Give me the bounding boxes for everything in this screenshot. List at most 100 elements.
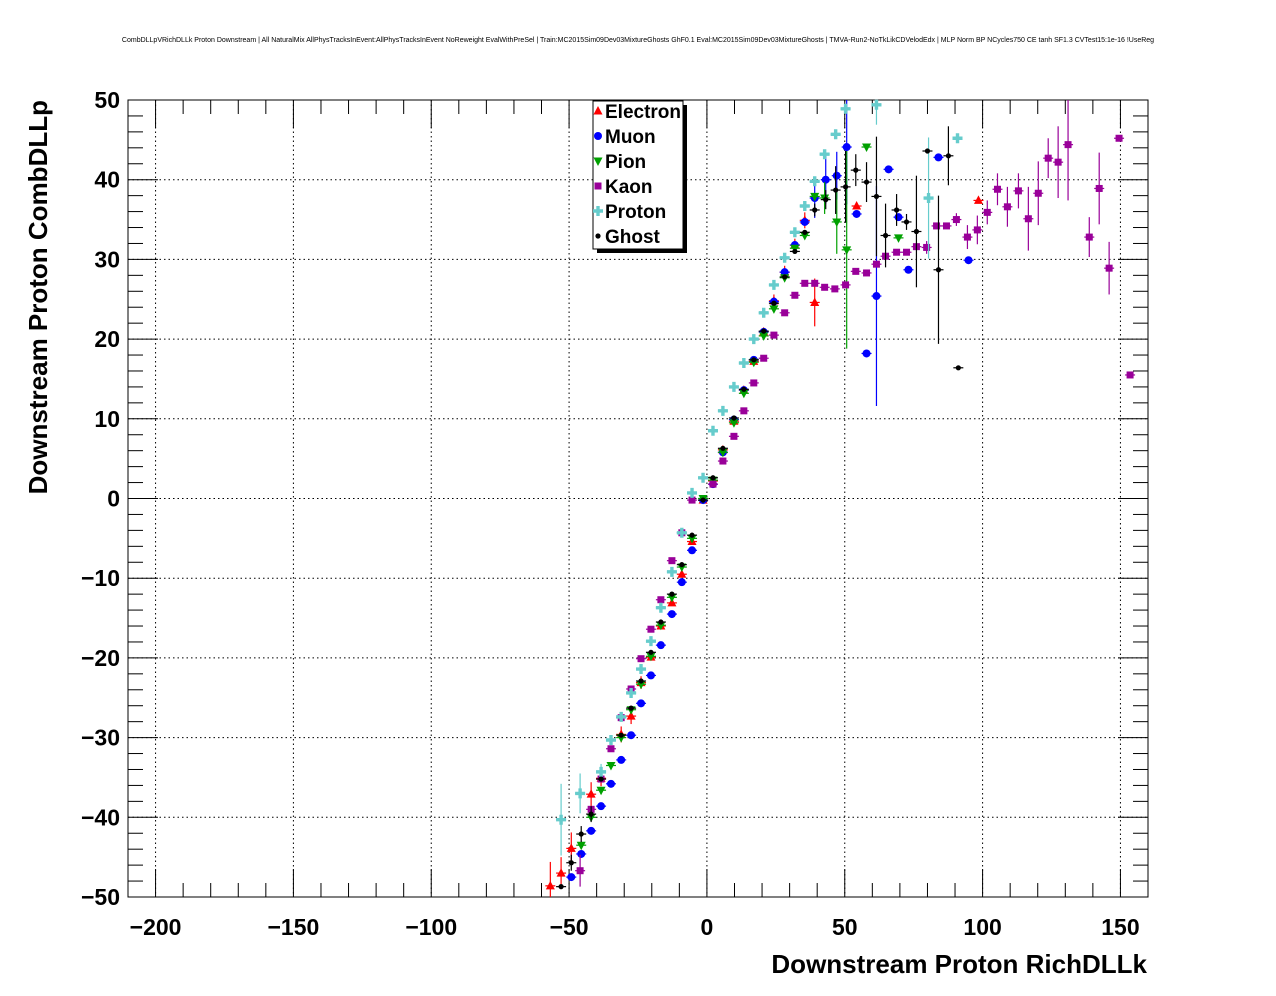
marker-dot <box>595 233 601 239</box>
marker-triangle-down <box>769 305 779 314</box>
data-point <box>717 405 728 416</box>
data-point <box>687 532 698 538</box>
marker-cross <box>698 472 709 483</box>
data-point <box>809 192 820 202</box>
x-tick-label: −100 <box>405 914 457 940</box>
data-point <box>738 389 749 399</box>
data-point <box>840 103 851 114</box>
data-point <box>829 285 840 293</box>
data-point <box>636 680 647 690</box>
marker-cross <box>655 602 666 613</box>
data-point <box>779 309 790 317</box>
marker-dot <box>558 884 564 890</box>
data-point <box>861 143 872 153</box>
marker-dot <box>648 649 654 655</box>
data-point <box>871 136 882 257</box>
data-point <box>1013 173 1024 209</box>
data-marks <box>545 99 1136 897</box>
marker-dot <box>792 248 798 255</box>
data-point <box>717 448 728 458</box>
data-point <box>566 854 577 871</box>
marker-circle <box>884 165 893 174</box>
data-point <box>799 217 810 226</box>
data-point <box>809 203 820 217</box>
data-point <box>636 664 647 675</box>
marker-square <box>791 291 799 299</box>
marker-square <box>750 379 758 387</box>
marker-square <box>719 457 727 465</box>
marker-circle <box>617 755 626 764</box>
data-point <box>951 213 962 226</box>
data-point <box>676 578 687 587</box>
marker-square <box>607 745 615 753</box>
legend-label: Pion <box>605 152 646 173</box>
legend-item-kaon: Kaon <box>594 177 653 198</box>
legend-label: Electron <box>605 102 681 123</box>
marker-circle <box>567 873 576 882</box>
marker-circle <box>842 143 851 152</box>
data-point <box>820 190 831 210</box>
y-tick-label: 30 <box>94 246 120 272</box>
data-point <box>901 213 912 230</box>
marker-cross <box>676 527 687 538</box>
marker-dot <box>679 562 685 568</box>
data-point <box>738 407 749 415</box>
data-point <box>922 148 933 154</box>
series-proton <box>556 99 963 856</box>
marker-square <box>709 480 717 488</box>
marker-square <box>1064 141 1072 149</box>
data-point <box>605 779 616 788</box>
marker-square <box>647 625 655 633</box>
marker-dot <box>913 228 920 235</box>
marker-triangle-up <box>593 106 603 115</box>
marker-square <box>760 354 768 362</box>
data-point <box>819 149 830 160</box>
legend-item-electron: Electron <box>593 102 681 123</box>
data-point <box>962 225 973 250</box>
data-point <box>758 354 769 362</box>
marker-triangle-down <box>593 157 603 166</box>
data-point <box>556 783 567 856</box>
data-point <box>820 155 831 204</box>
marker-circle <box>646 671 655 680</box>
data-point <box>556 857 567 890</box>
marker-square <box>1034 189 1042 197</box>
data-point <box>636 655 647 663</box>
data-point <box>666 566 677 577</box>
marker-circle <box>800 217 809 226</box>
legend-label: Kaon <box>605 177 653 198</box>
legend: Electron Muon Pion Kaon Proton Ghost <box>592 100 687 253</box>
marker-triangle-down <box>759 332 769 341</box>
marker-dot <box>628 705 634 711</box>
data-point <box>850 267 861 275</box>
data-point <box>748 357 759 363</box>
y-tick-label: −40 <box>81 804 120 830</box>
x-tick-label: −150 <box>267 914 319 940</box>
data-point <box>616 732 627 738</box>
marker-triangle-down <box>636 680 646 690</box>
data-point <box>789 227 800 238</box>
data-point <box>789 248 800 255</box>
data-point <box>575 773 586 814</box>
data-point <box>982 200 993 225</box>
marker-triangle-down <box>862 143 872 153</box>
marker-circle <box>872 292 881 301</box>
data-point <box>779 274 790 280</box>
data-point <box>636 678 647 684</box>
axes: −200 −150 −100 −50 0 50 100 150−50−40−30−20−100… <box>81 87 1149 940</box>
data-point <box>931 222 942 230</box>
marker-dot <box>882 232 889 239</box>
data-point <box>1084 217 1095 258</box>
y-tick-label: −50 <box>81 884 120 910</box>
data-point <box>799 201 810 212</box>
data-point <box>840 151 851 223</box>
x-tick-label: 50 <box>832 914 858 940</box>
data-point <box>768 300 779 306</box>
data-point <box>666 557 677 565</box>
data-point <box>596 802 607 811</box>
marker-square <box>1095 184 1103 192</box>
legend-box <box>592 100 684 250</box>
marker-square <box>1054 158 1062 166</box>
data-point <box>626 731 637 740</box>
